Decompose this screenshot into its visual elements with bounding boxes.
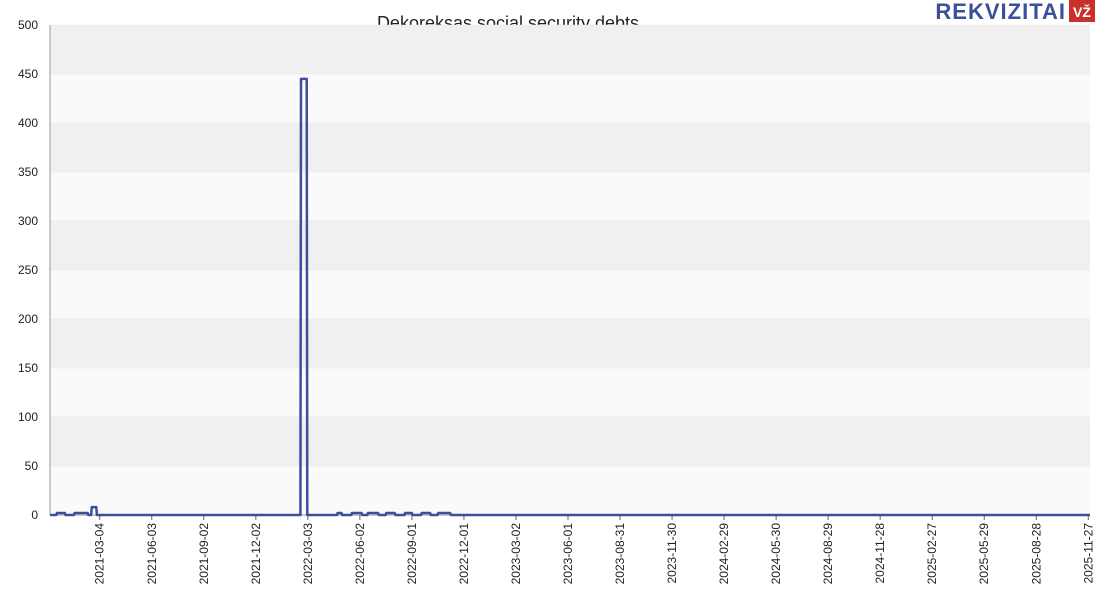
y-tick-label: 200 — [18, 312, 38, 326]
y-tick-label: 300 — [18, 214, 38, 228]
x-tick-label: 2022-06-02 — [353, 523, 367, 585]
x-tick-label: 2024-05-30 — [769, 523, 783, 585]
x-tick-label: 2025-11-27 — [1081, 523, 1095, 584]
grid-band — [50, 172, 1090, 221]
x-tick-label: 2025-08-28 — [1029, 523, 1043, 585]
logo-badge-text: VŽ — [1073, 3, 1091, 20]
x-tick-label: 2021-12-02 — [249, 523, 263, 585]
x-tick-label: 2024-02-29 — [717, 523, 731, 585]
x-tick-label: 2023-06-01 — [561, 523, 575, 585]
grid-band — [50, 221, 1090, 270]
x-tick-label: 2024-11-28 — [873, 523, 887, 584]
grid-band — [50, 319, 1090, 368]
x-tick-label: 2021-09-02 — [197, 523, 211, 585]
x-tick-label: 2023-08-31 — [613, 523, 627, 585]
grid-band — [50, 25, 1090, 74]
grid-band — [50, 368, 1090, 417]
x-tick-label: 2022-12-01 — [457, 523, 471, 585]
grid-band — [50, 417, 1090, 466]
y-tick-label: 0 — [31, 508, 38, 522]
x-tick-label: 2021-03-04 — [93, 523, 107, 585]
x-tick-label: 2025-02-27 — [925, 523, 939, 585]
x-tick-label: 2024-08-29 — [821, 523, 835, 585]
x-tick-label: 2022-09-01 — [405, 523, 419, 585]
logo-badge — [1069, 0, 1095, 22]
logo-text: REKVIZITAI — [935, 0, 1066, 24]
y-tick-label: 500 — [18, 18, 38, 32]
y-tick-label: 400 — [18, 116, 38, 130]
grid-band — [50, 123, 1090, 172]
grid-band — [50, 466, 1090, 515]
y-tick-label: 450 — [18, 67, 38, 81]
plot-background — [50, 25, 1090, 515]
grid-band — [50, 270, 1090, 319]
y-tick-label: 150 — [18, 361, 38, 375]
x-tick-label: 2023-11-30 — [665, 523, 679, 584]
x-tick-label: 2022-03-03 — [301, 523, 315, 585]
grid-band — [50, 74, 1090, 123]
x-tick-label: 2021-06-03 — [145, 523, 159, 585]
y-tick-label: 250 — [18, 263, 38, 277]
y-tick-label: 350 — [18, 165, 38, 179]
y-tick-label: 50 — [25, 459, 39, 473]
y-tick-label: 100 — [18, 410, 38, 424]
data-line — [50, 77, 1090, 517]
x-tick-label: 2025-05-29 — [977, 523, 991, 585]
x-tick-label: 2023-03-02 — [509, 523, 523, 585]
